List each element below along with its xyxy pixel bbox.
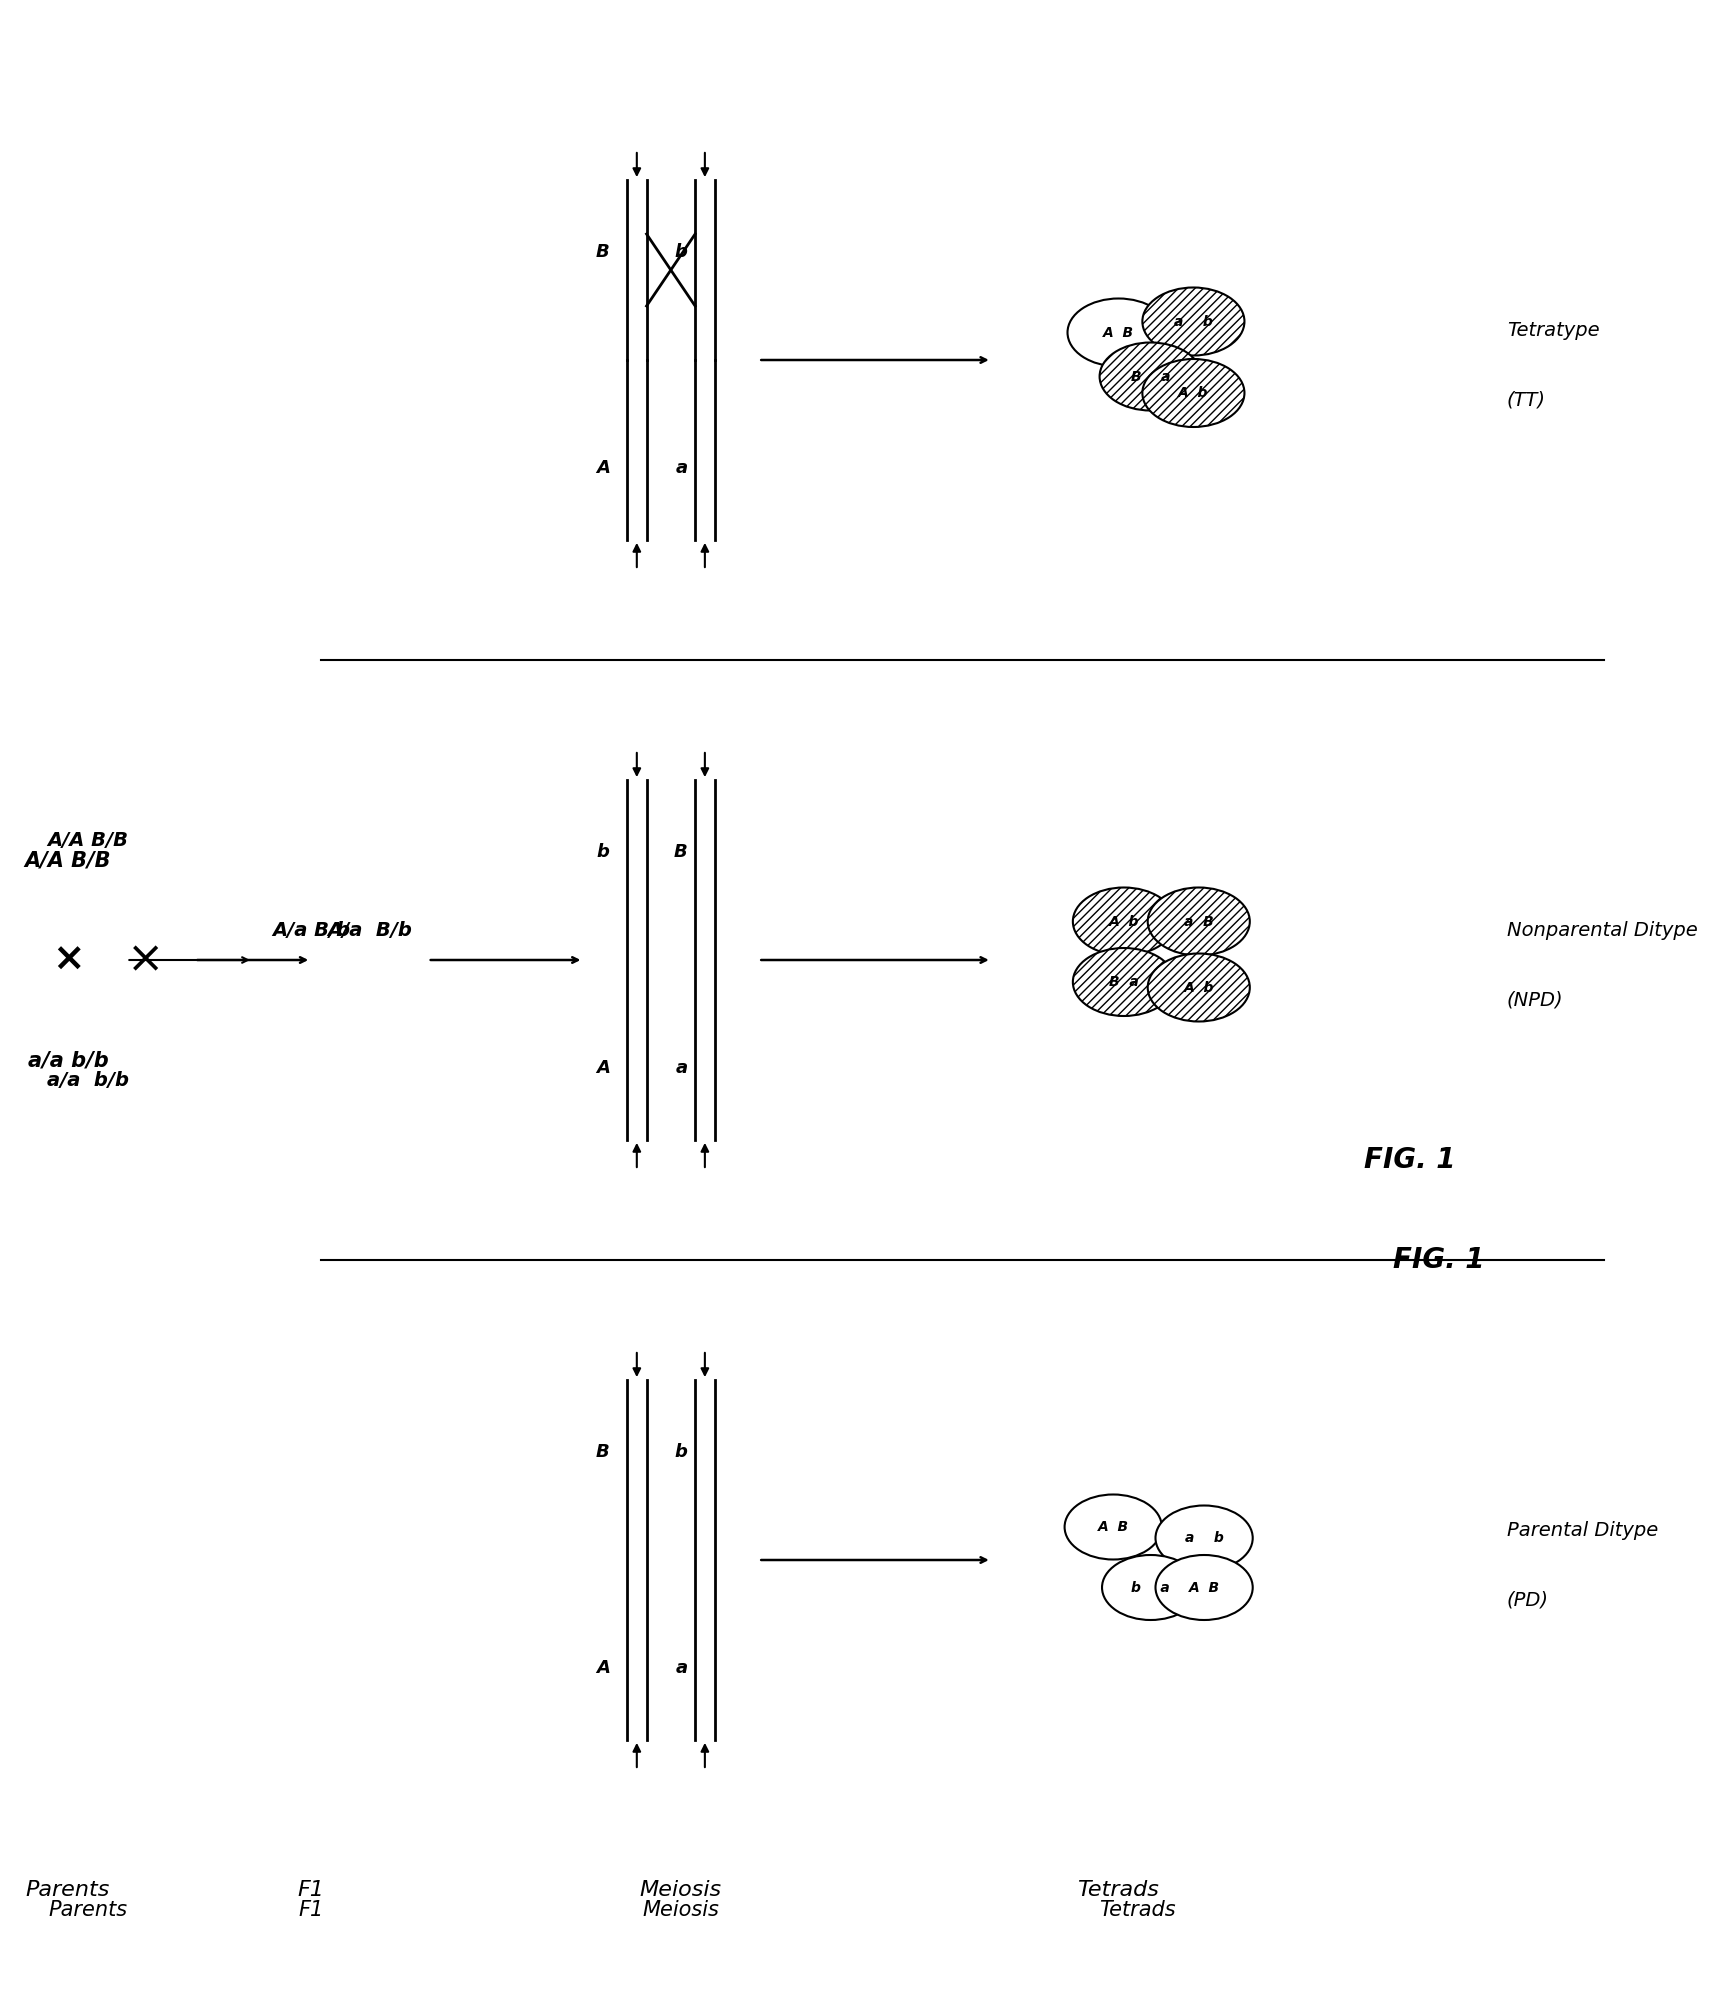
Text: a: a xyxy=(675,458,687,476)
Text: a/a b/b: a/a b/b xyxy=(28,1049,109,1069)
Text: A/a  B/b: A/a B/b xyxy=(328,921,413,939)
Ellipse shape xyxy=(1068,299,1170,366)
Text: A/A B/B: A/A B/B xyxy=(24,850,111,870)
Text: A: A xyxy=(596,1059,610,1077)
Ellipse shape xyxy=(1073,888,1176,955)
Text: A  B: A B xyxy=(1103,326,1134,340)
Text: F1: F1 xyxy=(298,1899,324,1920)
Text: B    a: B a xyxy=(1131,370,1170,384)
Text: Tetrads: Tetrads xyxy=(1077,1879,1158,1899)
Text: B: B xyxy=(596,1443,610,1461)
Text: a: a xyxy=(675,1059,687,1077)
Text: a/a  b/b: a/a b/b xyxy=(47,1071,128,1089)
Text: (PD): (PD) xyxy=(1507,1590,1548,1610)
Text: Parents: Parents xyxy=(26,1879,111,1899)
Text: Parents: Parents xyxy=(49,1899,127,1920)
Text: A  b: A b xyxy=(1184,981,1214,995)
Text: Meiosis: Meiosis xyxy=(640,1879,721,1899)
Text: A: A xyxy=(596,458,610,476)
Text: Parental Ditype: Parental Ditype xyxy=(1507,1520,1658,1540)
Text: FIG. 1: FIG. 1 xyxy=(1365,1146,1455,1174)
Text: F1: F1 xyxy=(298,1879,324,1899)
Ellipse shape xyxy=(1099,342,1202,410)
Ellipse shape xyxy=(1065,1495,1162,1560)
Text: b: b xyxy=(596,842,610,860)
Text: A/a B/b: A/a B/b xyxy=(272,921,350,939)
Text: A  B: A B xyxy=(1098,1520,1129,1534)
Text: a    b: a b xyxy=(1184,1532,1224,1546)
Text: a    b: a b xyxy=(1174,314,1212,328)
Text: Tetratype: Tetratype xyxy=(1507,320,1599,340)
Text: B: B xyxy=(596,243,610,261)
Text: Tetrads: Tetrads xyxy=(1099,1899,1176,1920)
Text: B: B xyxy=(673,842,687,860)
Text: A: A xyxy=(596,1658,610,1676)
Text: b: b xyxy=(675,243,687,261)
Ellipse shape xyxy=(1148,953,1250,1021)
Text: b    a: b a xyxy=(1131,1580,1170,1594)
Ellipse shape xyxy=(1103,1556,1200,1620)
Text: A  b: A b xyxy=(1177,386,1209,400)
Text: b: b xyxy=(675,1443,687,1461)
Ellipse shape xyxy=(1148,888,1250,955)
Text: Nonparental Ditype: Nonparental Ditype xyxy=(1507,921,1698,939)
Ellipse shape xyxy=(1143,287,1245,356)
Text: (NPD): (NPD) xyxy=(1507,991,1564,1009)
Text: a: a xyxy=(675,1658,687,1676)
Text: ×: × xyxy=(127,939,165,981)
Ellipse shape xyxy=(1073,949,1176,1015)
Text: A  B: A B xyxy=(1188,1580,1219,1594)
Ellipse shape xyxy=(1155,1505,1252,1570)
Text: ×: × xyxy=(52,941,85,979)
Text: (TT): (TT) xyxy=(1507,390,1547,410)
Text: A  b: A b xyxy=(1108,915,1139,929)
Ellipse shape xyxy=(1143,360,1245,426)
Text: FIG. 1: FIG. 1 xyxy=(1392,1246,1484,1274)
Ellipse shape xyxy=(1155,1556,1252,1620)
Text: a  B: a B xyxy=(1184,915,1214,929)
Text: A/A B/B: A/A B/B xyxy=(47,830,128,850)
Text: B  a: B a xyxy=(1110,975,1139,989)
Text: Meiosis: Meiosis xyxy=(642,1899,720,1920)
